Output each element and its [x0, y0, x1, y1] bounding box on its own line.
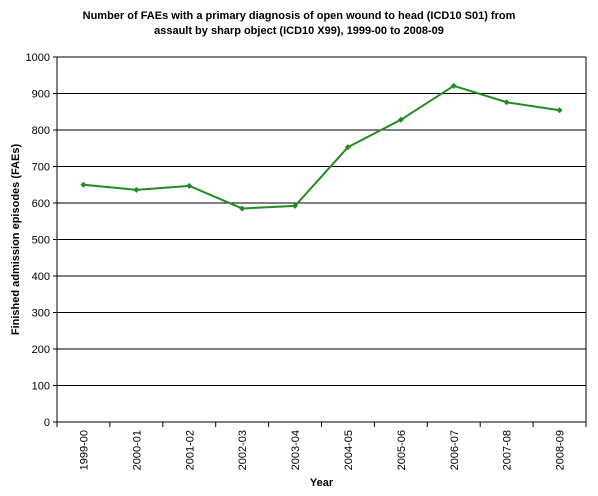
y-tick-label: 100	[32, 381, 50, 393]
data-point	[133, 186, 140, 193]
y-tick-label: 200	[32, 344, 50, 356]
data-point	[397, 116, 404, 123]
data-point	[503, 99, 510, 106]
y-tick-label: 900	[32, 89, 50, 101]
y-tick-label: 600	[32, 198, 50, 210]
data-point	[450, 82, 457, 89]
x-axis-title: Year	[310, 477, 334, 489]
y-tick-label: 300	[32, 308, 50, 320]
gridlines	[57, 56, 586, 386]
y-axis-ticks: 0 100 200 300 400 500 600 700 800 900 1000	[26, 52, 57, 429]
data-point	[556, 107, 563, 114]
x-tick-label: 2008-09	[555, 430, 567, 470]
x-tick-label: 1999-00	[78, 430, 90, 470]
series-line	[83, 84, 560, 210]
x-tick-label: 2001-02	[184, 430, 196, 470]
y-tick-label: 700	[32, 162, 50, 174]
chart-title-line-2: assault by sharp object (ICD10 X99), 199…	[154, 25, 444, 37]
x-tick-label: 2006-07	[449, 430, 461, 470]
x-tick-label: 2007-08	[502, 430, 514, 470]
y-axis-title: Finished admission episodes (FAEs)	[10, 144, 22, 336]
y-tick-label: 1000	[26, 52, 50, 64]
chart-title-line-1: Number of FAEs with a primary diagnosis …	[82, 10, 516, 22]
y-tick-label: 800	[32, 125, 50, 137]
x-tick-label: 2002-03	[237, 430, 249, 470]
x-tick-label: 2000-01	[131, 430, 143, 470]
y-tick-label: 400	[32, 271, 50, 283]
x-axis-ticks: 1999-00 2000-01 2001-02 2002-03 2003-04 2004-…	[56, 422, 587, 470]
data-point	[80, 181, 87, 188]
x-tick-label: 2004-05	[343, 430, 355, 470]
x-tick-label: 2005-06	[396, 430, 408, 470]
data-point	[239, 205, 246, 212]
y-tick-label: 500	[32, 235, 50, 247]
data-point	[186, 182, 193, 189]
data-point	[292, 202, 299, 209]
data-point	[344, 144, 351, 151]
y-tick-label: 0	[44, 417, 50, 429]
x-tick-label: 2003-04	[290, 430, 302, 470]
data-series	[80, 82, 563, 212]
